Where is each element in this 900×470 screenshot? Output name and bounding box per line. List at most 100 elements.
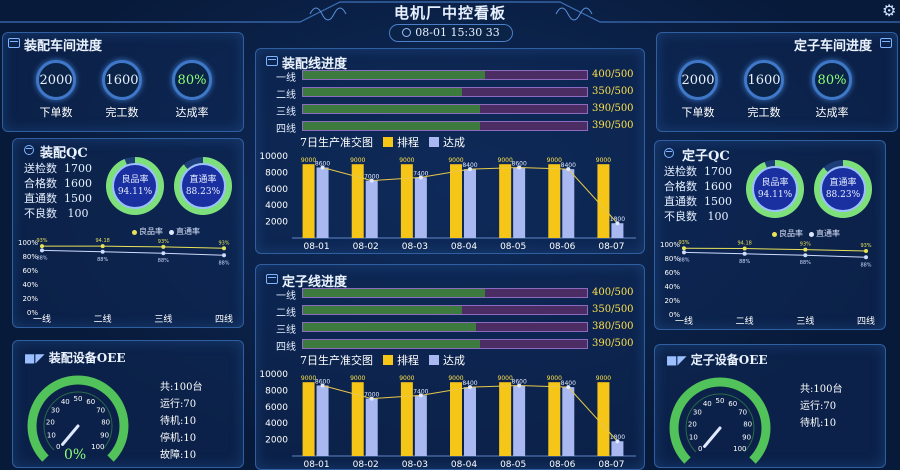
x-tick-label: 二线 <box>736 315 754 326</box>
qc-data-label: 88% <box>678 257 689 263</box>
gauge-tick-label: 10 <box>47 432 56 440</box>
y-tick-label: 8000 <box>265 386 288 396</box>
gauge-tick-label: 40 <box>61 398 70 406</box>
clock-icon <box>402 28 412 37</box>
gauge-tick-label: 50 <box>74 395 83 403</box>
right-qc-legend: 良品率 直通率 <box>766 228 840 239</box>
progress-fill <box>303 306 463 314</box>
progress-value: 350/500 <box>592 304 634 315</box>
progress-line-label: 二线 <box>276 90 296 101</box>
assembly-bar-chart: 1000080006000400020009000860008-01900070… <box>259 152 636 252</box>
plan-bar <box>400 382 413 456</box>
trend-point <box>468 167 472 172</box>
done-data-label: 8400 <box>462 380 477 387</box>
gauge-needle <box>61 424 80 446</box>
gauge-needle <box>703 426 722 448</box>
progress-line-label: 四线 <box>276 342 296 353</box>
x-tick-label: 一线 <box>675 315 693 326</box>
y-tick-label: 4000 <box>265 201 288 211</box>
qc-data-label: 94.18 <box>96 238 110 244</box>
trend-point <box>418 393 423 398</box>
gauge-inner-arc <box>43 391 113 451</box>
progress-value: 390/500 <box>592 338 634 349</box>
qc-data-label: 88% <box>97 257 108 263</box>
progress-value: 400/500 <box>592 287 634 298</box>
right-oee-row: 待机:10 <box>800 418 837 429</box>
done-bar <box>365 398 378 456</box>
plan-bar <box>548 164 561 238</box>
done-data-label: 8400 <box>561 380 576 387</box>
calendar-icon <box>880 38 892 48</box>
progress-track <box>302 104 588 114</box>
qc-point <box>864 249 868 253</box>
done-bar <box>513 385 526 456</box>
x-tick-label: 三线 <box>796 315 814 326</box>
y-tick-label: 40% <box>22 281 38 289</box>
left-oee-row: 停机:10 <box>160 433 197 444</box>
settings-gear-icon[interactable]: ⚙ <box>882 1 897 20</box>
x-tick-label: 四线 <box>215 313 233 325</box>
plan-data-label: 9000 <box>399 375 414 382</box>
x-tick-label: 08-05 <box>500 242 526 252</box>
gauge-tick-label: 0 <box>698 445 702 453</box>
plan-data-label: 9000 <box>498 375 513 382</box>
left-oee-title: ■◤ 装配设备OEE <box>24 351 126 365</box>
qc-data-label: 93% <box>218 240 229 246</box>
x-tick-label: 08-07 <box>598 460 624 470</box>
gauge-tick-label: 90 <box>742 434 751 442</box>
y-tick-label: 4000 <box>265 419 288 429</box>
trend-point <box>517 383 522 388</box>
qc-point <box>100 249 105 254</box>
gauge-arc <box>669 377 771 464</box>
qc-data-label: 93% <box>36 238 47 244</box>
done-bar <box>414 177 427 238</box>
x-tick-label: 08-06 <box>549 460 575 470</box>
done-bar <box>316 167 329 238</box>
progress-line-label: 一线 <box>276 73 296 84</box>
header-frame <box>0 1 900 23</box>
qc-search-icon <box>664 148 674 158</box>
qc-data-label: 93% <box>678 240 689 246</box>
progress-fill <box>303 340 481 348</box>
plan-data-label: 9000 <box>301 375 316 382</box>
trend-point <box>566 385 571 390</box>
left-qc-row: 合格数 1600 <box>24 177 92 190</box>
x-tick-label: 08-04 <box>451 242 477 252</box>
done-bar <box>513 167 526 238</box>
gauge-tick-label: 100 <box>733 445 746 453</box>
x-tick-label: 08-01 <box>303 242 329 252</box>
plan-data-label: 9000 <box>596 375 611 382</box>
right-yield-donut: 良品率 94.11% <box>746 160 804 218</box>
gauge-tick-label: 10 <box>689 434 698 442</box>
assembly-line-title: 装配线进度 <box>282 57 348 72</box>
gauge-tick-label: 60 <box>86 398 95 406</box>
y-tick-label: 100% <box>18 239 38 247</box>
left-yield-donut: 良品率 94.11% <box>106 157 164 215</box>
gauge-tick-label: 60 <box>728 400 737 408</box>
left-qc-line-chart: 100% 80% 60% 40% 20% 0% 93% 94.18 93% 93% 88% 88% 88… <box>18 238 233 325</box>
right-done-count: 1600 <box>744 60 784 100</box>
progress-fill <box>303 289 485 297</box>
left-oee-row: 运行:70 <box>160 399 197 410</box>
right-oee-row: 运行:70 <box>800 401 837 412</box>
progress-fill <box>303 323 476 331</box>
stator-bar-chart: 1000080006000400020009000860008-01900070… <box>259 370 636 470</box>
x-tick-label: 08-02 <box>353 242 379 252</box>
datetime-text: 08-01 15:30 33 <box>415 26 500 39</box>
left-qc-title: 装配QC <box>40 146 88 161</box>
qc-point <box>682 246 686 251</box>
qc-search-icon <box>24 145 34 155</box>
right-qc-row: 直通数 1500 <box>664 195 732 208</box>
progress-value: 390/500 <box>592 103 634 114</box>
qc-data-label: 88% <box>739 259 750 265</box>
y-tick-label: 0% <box>27 309 38 317</box>
done-data-label: 8600 <box>512 160 527 167</box>
qc-data-label: 93% <box>800 242 811 248</box>
left-done-count: 1600 <box>102 60 142 100</box>
progress-fill <box>303 88 463 96</box>
progress-track <box>302 121 588 131</box>
plan-data-label: 9000 <box>448 375 463 382</box>
camera-icon: ■◤ <box>666 353 691 367</box>
stator-line-title: 定子线进度 <box>282 275 348 290</box>
